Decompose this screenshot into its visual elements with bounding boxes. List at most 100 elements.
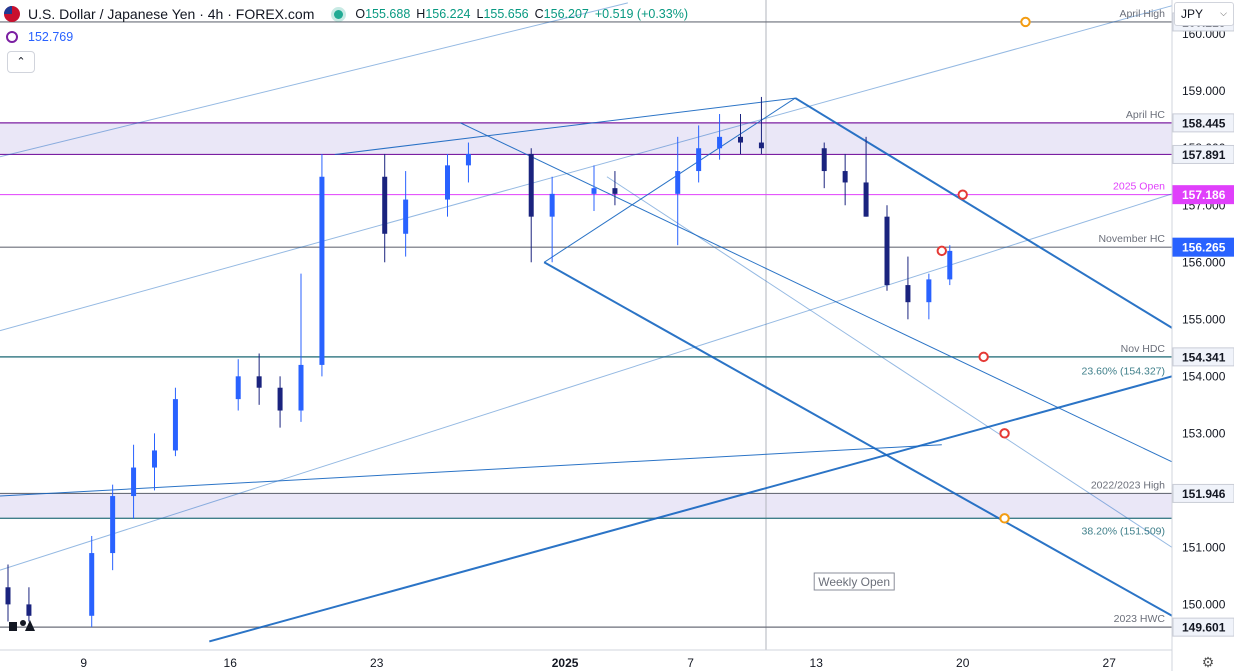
us-flag-icon — [4, 6, 20, 22]
trendline — [794, 97, 1173, 329]
level-label: 2022/2023 High — [1091, 479, 1165, 491]
price-badge — [1172, 237, 1234, 257]
time-tick-label: 20 — [956, 656, 970, 670]
horizontal-levels-layer — [0, 21, 1172, 628]
time-tick-label: 23 — [370, 656, 384, 670]
candle-body — [842, 171, 848, 183]
candle-body — [863, 182, 869, 217]
candle-body — [445, 165, 450, 200]
price-badge-text: 149.601 — [1182, 621, 1226, 635]
trendline — [0, 5, 1173, 332]
level-label: 2023 HWC — [1114, 613, 1166, 625]
symbol-title[interactable]: U.S. Dollar / Japanese Yen · 4h · FOREX.… — [28, 6, 315, 22]
candle-body — [131, 467, 137, 497]
price-tick-label: 151.000 — [1182, 540, 1226, 554]
trendlines-layer — [0, 2, 1173, 643]
annotations-layer: Weekly Open — [813, 572, 895, 591]
time-tick-label: 27 — [1103, 656, 1117, 670]
time-axis[interactable]: 9 16 23 2025 7 13 20 27 — [80, 656, 1116, 670]
trendline — [543, 261, 1173, 617]
candle-body — [382, 176, 388, 234]
collapse-legend-button[interactable]: ⌃ — [7, 51, 35, 73]
price-badge — [1172, 483, 1234, 503]
candle-body — [821, 148, 827, 172]
candle-body — [319, 176, 325, 365]
indicator-row[interactable]: 152.769 — [6, 30, 73, 44]
trendline — [334, 97, 796, 155]
red-marker — [978, 351, 989, 363]
currency-select[interactable]: JPY ⌵ — [1174, 2, 1234, 26]
candle-body — [110, 496, 116, 554]
currency-label: JPY — [1181, 7, 1204, 21]
candle-body — [152, 450, 157, 468]
red-marker — [957, 189, 968, 200]
level-label: April HC — [1126, 109, 1166, 121]
ohlc-low: L155.656 — [476, 7, 529, 21]
price-tick-label: 153.000 — [1182, 426, 1226, 440]
candle-body — [549, 193, 555, 217]
candles-layer — [5, 96, 953, 628]
candle-body — [696, 148, 702, 172]
chart-header: U.S. Dollar / Japanese Yen · 4h · FOREX.… — [4, 4, 688, 24]
fib-level-label: 38.20% (151.509) — [1082, 525, 1165, 537]
candle-body — [5, 587, 11, 605]
trendline — [606, 176, 1173, 548]
price-badge-text: 156.265 — [1182, 241, 1226, 255]
tradingview-logo — [9, 620, 35, 631]
candle-body — [172, 399, 178, 451]
candle-body — [403, 199, 409, 234]
gear-icon[interactable]: ⚙ — [1201, 654, 1215, 670]
price-badge-text: 151.946 — [1182, 487, 1226, 501]
price-tick-label: 155.000 — [1182, 312, 1226, 326]
candle-body — [905, 285, 911, 303]
candle-body — [717, 136, 723, 149]
weekly-open-box — [813, 572, 895, 591]
candle-body — [89, 553, 95, 616]
candle-body — [612, 188, 618, 194]
price-tick-label: 154.000 — [1182, 369, 1226, 383]
candle-body — [926, 279, 932, 303]
ohlc-high: H156.224 — [416, 7, 471, 21]
price-badge-text: 157.891 — [1182, 148, 1226, 162]
candle-body — [256, 376, 262, 388]
trendline — [0, 444, 942, 497]
time-tick-label: 7 — [687, 656, 694, 670]
market-open-icon — [334, 9, 344, 19]
candle-body — [738, 136, 743, 143]
chevron-down-icon: ⌵ — [1220, 8, 1227, 18]
level-label: Nov HDC — [1121, 343, 1166, 355]
resistance-zone — [0, 493, 1172, 519]
price-badge — [1172, 617, 1234, 637]
trendline — [0, 193, 1173, 571]
price-badge — [1172, 144, 1234, 164]
price-tick-label: 156.000 — [1182, 255, 1226, 269]
time-tick-label: 2025 — [552, 656, 579, 670]
price-change: +0.519 (+0.33%) — [594, 7, 688, 21]
orange-marker — [1020, 16, 1031, 28]
candle-body — [465, 153, 471, 166]
ohlc-close: C156.207 — [534, 7, 589, 21]
resistance-zone — [0, 122, 1172, 155]
level-label: November HC — [1098, 233, 1165, 245]
price-badge — [1172, 113, 1234, 133]
red-marker — [936, 245, 947, 257]
trendline — [209, 375, 1173, 643]
level-labels-layer: April High April HC 2025 Open November HC No… — [1082, 8, 1166, 625]
indicator-icon — [6, 31, 18, 43]
candle-body — [758, 142, 764, 149]
fib-level-label: 23.60% (154.327) — [1082, 366, 1165, 378]
orange-marker — [999, 513, 1010, 524]
candle-body — [298, 364, 304, 411]
price-tick-label: 150.000 — [1182, 597, 1226, 611]
price-badge-text: 154.341 — [1182, 350, 1226, 364]
markers-layer — [936, 16, 1031, 524]
trendline — [460, 122, 1173, 463]
candle-body — [675, 171, 681, 194]
candle-body — [528, 153, 534, 217]
trendline — [543, 97, 796, 263]
time-tick-label: 13 — [810, 656, 824, 670]
red-marker — [999, 428, 1010, 439]
indicator-value: 152.769 — [28, 30, 74, 44]
